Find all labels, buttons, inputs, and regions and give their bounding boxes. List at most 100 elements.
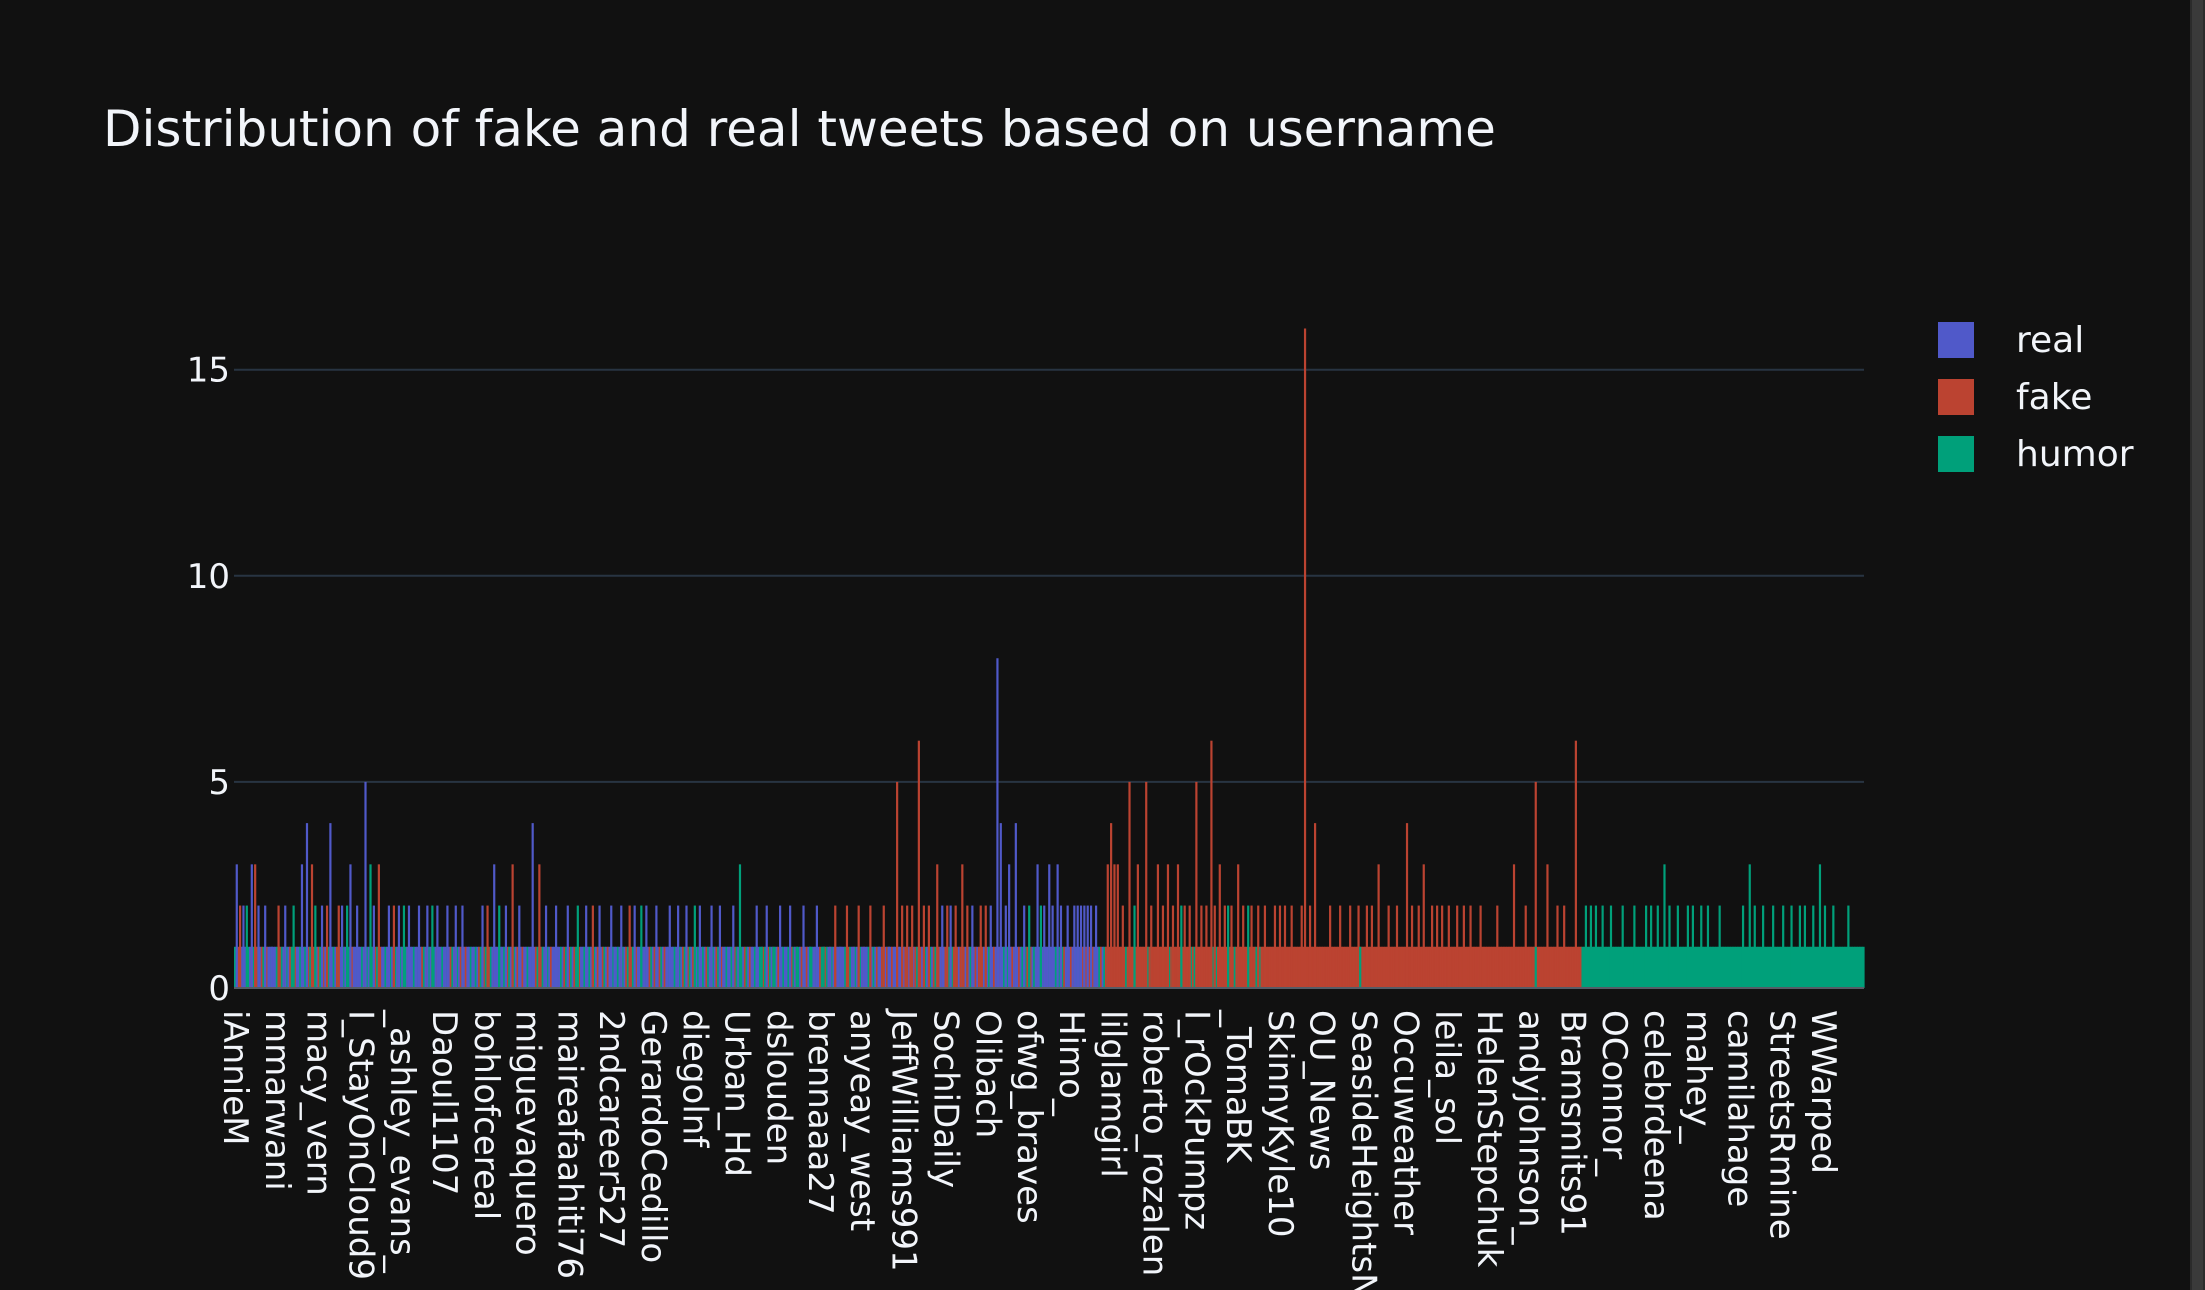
bar — [986, 946, 989, 988]
bar — [1258, 946, 1262, 988]
bar — [1521, 946, 1524, 988]
bar — [682, 946, 685, 988]
bar — [449, 946, 452, 988]
bar — [1730, 946, 1733, 988]
x-tick-label: WWarped — [1803, 1010, 1843, 1174]
x-tick-label: maireafaahiti76 — [549, 1010, 589, 1279]
bar — [297, 946, 300, 988]
bar — [598, 905, 601, 988]
bar — [636, 946, 640, 988]
bar — [725, 946, 728, 988]
bar — [1661, 946, 1664, 988]
bar — [897, 946, 900, 988]
bar — [362, 946, 365, 988]
bar — [927, 905, 930, 988]
bar — [476, 946, 479, 988]
legend-item-real[interactable]: real — [1938, 320, 2084, 361]
bar — [1260, 946, 1263, 988]
bar — [356, 905, 359, 988]
bar — [1705, 946, 1708, 988]
bar — [1534, 781, 1537, 988]
bar — [1370, 905, 1374, 988]
bar — [1400, 946, 1404, 988]
bar — [1049, 946, 1053, 988]
bar — [854, 946, 857, 988]
bar — [824, 946, 827, 988]
scrollbar-thumb[interactable] — [2192, 0, 2203, 1290]
bar — [1349, 905, 1352, 988]
bar — [753, 946, 757, 988]
bar — [1775, 946, 1778, 988]
bar — [1240, 946, 1243, 988]
bar — [294, 946, 297, 988]
y-tick-label: 15 — [187, 351, 230, 391]
bar — [914, 946, 917, 988]
legend-item-humor[interactable]: humor — [1938, 434, 2134, 475]
legend[interactable]: real fake humor — [1938, 320, 2134, 475]
legend-item-fake[interactable]: fake — [1938, 377, 2092, 418]
x-tick-label: ofwg_braves — [1009, 1010, 1049, 1224]
bar — [1650, 905, 1653, 988]
bar — [1093, 946, 1096, 988]
bar — [1151, 946, 1155, 988]
bar — [1431, 905, 1434, 988]
bar — [1795, 946, 1798, 988]
bar — [1691, 905, 1695, 988]
bar — [1245, 946, 1248, 988]
bar — [1171, 905, 1175, 988]
bar — [1031, 946, 1034, 988]
bar — [1767, 946, 1770, 988]
bar — [1190, 946, 1193, 988]
bar — [1068, 946, 1071, 988]
bar — [570, 946, 573, 988]
bar — [1325, 946, 1328, 988]
bar — [541, 946, 544, 988]
x-tick-label: Urban_Hd — [717, 1010, 757, 1177]
bar — [977, 946, 981, 988]
bar — [1559, 946, 1563, 988]
bar — [1563, 905, 1566, 988]
bar — [1063, 946, 1066, 988]
bar — [1252, 946, 1255, 988]
bar — [1074, 946, 1078, 988]
bar — [1186, 946, 1190, 988]
bar — [1746, 946, 1750, 988]
bar — [367, 946, 371, 988]
bar — [987, 946, 991, 988]
bar — [1280, 946, 1283, 988]
bar — [1235, 946, 1238, 988]
bar — [661, 946, 665, 988]
bar — [1516, 946, 1519, 988]
bar — [1835, 946, 1838, 988]
bar — [1655, 946, 1658, 988]
bar — [1324, 946, 1327, 988]
bar — [1638, 946, 1641, 988]
bar — [1302, 946, 1305, 988]
bar — [1700, 905, 1703, 988]
bar — [1170, 946, 1173, 988]
bar — [1812, 905, 1815, 988]
bar — [1019, 946, 1023, 988]
bar — [1514, 946, 1517, 988]
bar — [1287, 946, 1290, 988]
bar — [1121, 905, 1124, 988]
bar — [1166, 864, 1170, 988]
bar — [516, 946, 519, 988]
bar — [1544, 946, 1547, 988]
bar — [1334, 946, 1337, 988]
bar — [886, 946, 889, 988]
bar — [1457, 946, 1461, 988]
bar — [561, 946, 564, 988]
bar — [554, 905, 558, 988]
bar — [1551, 946, 1554, 988]
bar — [1531, 946, 1534, 988]
bar — [1051, 905, 1054, 988]
bar — [1763, 946, 1766, 988]
x-tick-label: Bramsmits91 — [1552, 1010, 1592, 1236]
bar — [526, 946, 529, 988]
bar — [349, 864, 352, 988]
bar — [381, 946, 384, 988]
bar — [344, 946, 347, 988]
bar — [533, 946, 536, 988]
bar — [820, 946, 824, 988]
